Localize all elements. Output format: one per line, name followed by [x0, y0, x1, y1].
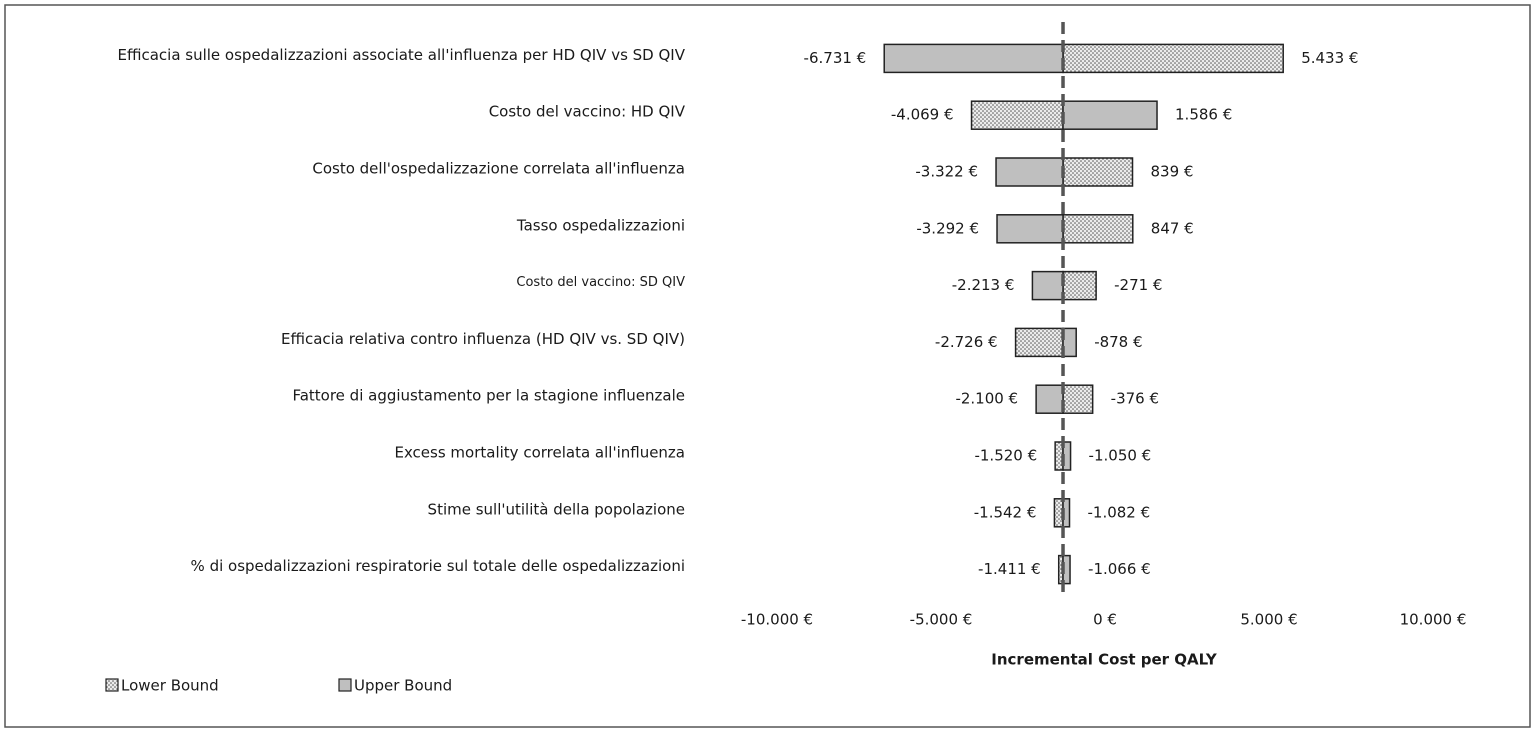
value-label: -2.100 €: [955, 390, 1018, 408]
bar: [883, 43, 1064, 74]
category-label: Efficacia relativa contro influenza (HD …: [281, 330, 685, 348]
value-label: -1.050 €: [1089, 447, 1152, 465]
bar: [996, 214, 1064, 244]
value-label: 5.433 €: [1301, 49, 1358, 67]
bar: [1062, 270, 1097, 301]
bar: [995, 157, 1064, 187]
value-label: -3.322 €: [915, 163, 978, 181]
value-label: -4.069 €: [891, 106, 954, 124]
value-label: 839 €: [1151, 163, 1194, 181]
category-label: Efficacia sulle ospedalizzazioni associa…: [117, 46, 685, 64]
legend-label: Upper Bound: [354, 677, 452, 695]
category-label: Fattore di aggiustamento per la stagione…: [292, 387, 685, 405]
value-label: -2.213 €: [952, 276, 1015, 294]
category-label: % di ospedalizzazioni respiratorie sul t…: [191, 557, 685, 575]
value-label: -1.066 €: [1088, 560, 1151, 578]
value-label: -6.731 €: [804, 49, 867, 67]
category-label: Stime sull'utilità della popolazione: [428, 500, 685, 518]
x-tick-label: 5.000 €: [1240, 611, 1297, 629]
legend-label: Lower Bound: [121, 677, 219, 695]
frame: [4, 4, 1531, 728]
value-label: -1.411 €: [978, 560, 1041, 578]
value-label: -271 €: [1114, 276, 1162, 294]
value-label: -1.542 €: [974, 503, 1037, 521]
value-label: -1.082 €: [1088, 503, 1151, 521]
category-label: Tasso ospedalizzazioni: [516, 216, 685, 234]
bar: [1062, 100, 1158, 130]
bar: [1035, 384, 1064, 414]
category-label: Costo dell'ospedalizzazione correlata al…: [312, 160, 685, 178]
value-label: 847 €: [1151, 219, 1194, 237]
value-label: -1.520 €: [974, 447, 1037, 465]
value-label: -376 €: [1111, 390, 1159, 408]
category-label: Costo del vaccino: SD QIV: [516, 275, 685, 290]
value-label: 1.586 €: [1175, 106, 1232, 124]
x-tick-label: -5.000 €: [910, 611, 973, 629]
value-label: -2.726 €: [935, 333, 998, 351]
bar: [1062, 157, 1134, 187]
category-label: Costo del vaccino: HD QIV: [489, 103, 686, 121]
legend-swatch: [338, 678, 352, 692]
legend-swatch: [105, 678, 119, 692]
value-label: -878 €: [1094, 333, 1142, 351]
x-tick-label: 10.000 €: [1400, 611, 1467, 629]
axis-label: Incremental Cost per QALY: [991, 651, 1218, 669]
bar: [1014, 327, 1064, 358]
bar: [1062, 327, 1077, 358]
x-tick-label: -10.000 €: [741, 611, 813, 629]
x-tick-label: 0 €: [1093, 611, 1117, 629]
bar: [1031, 270, 1064, 301]
bar: [1062, 384, 1094, 414]
bar: [1062, 214, 1134, 244]
bar: [1062, 43, 1284, 74]
bar: [970, 100, 1064, 130]
category-label: Excess mortality correlata all'influenza: [394, 444, 685, 462]
value-label: -3.292 €: [916, 219, 979, 237]
